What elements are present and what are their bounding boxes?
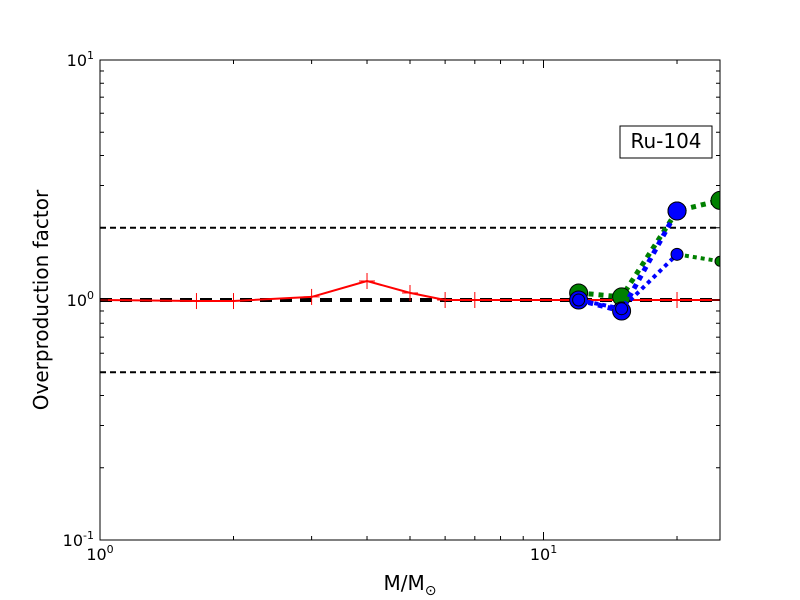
data-point xyxy=(615,302,629,316)
data-point xyxy=(437,292,454,308)
x-tick-label: 100 xyxy=(86,543,113,564)
x-axis-label-subscript: ⊙ xyxy=(425,583,437,599)
y-axis-label: Overproduction factor xyxy=(29,189,53,410)
data-point xyxy=(572,293,586,307)
data-point xyxy=(359,272,376,289)
series-line xyxy=(578,197,720,300)
y-tick-label: 100 xyxy=(67,289,94,310)
data-point xyxy=(303,288,320,305)
y-tick-label: 10-1 xyxy=(63,529,94,550)
x-axis-label: M/M⊙ xyxy=(384,571,437,599)
data-point xyxy=(402,284,418,301)
y-tick-label: 101 xyxy=(67,49,94,70)
x-axis-label-main: M/M xyxy=(384,571,425,595)
x-tick-label: 101 xyxy=(530,543,557,564)
data-point xyxy=(188,293,205,310)
data-point xyxy=(225,293,242,310)
annotation-label: Ru-104 xyxy=(630,129,701,153)
annotation-box: Ru-104 xyxy=(619,125,713,159)
data-point xyxy=(714,255,720,267)
data-point xyxy=(667,201,687,221)
data-point xyxy=(670,247,684,261)
plot-frame xyxy=(99,59,721,541)
data-point xyxy=(710,190,720,210)
data-point xyxy=(466,292,483,308)
data-point xyxy=(669,292,686,308)
